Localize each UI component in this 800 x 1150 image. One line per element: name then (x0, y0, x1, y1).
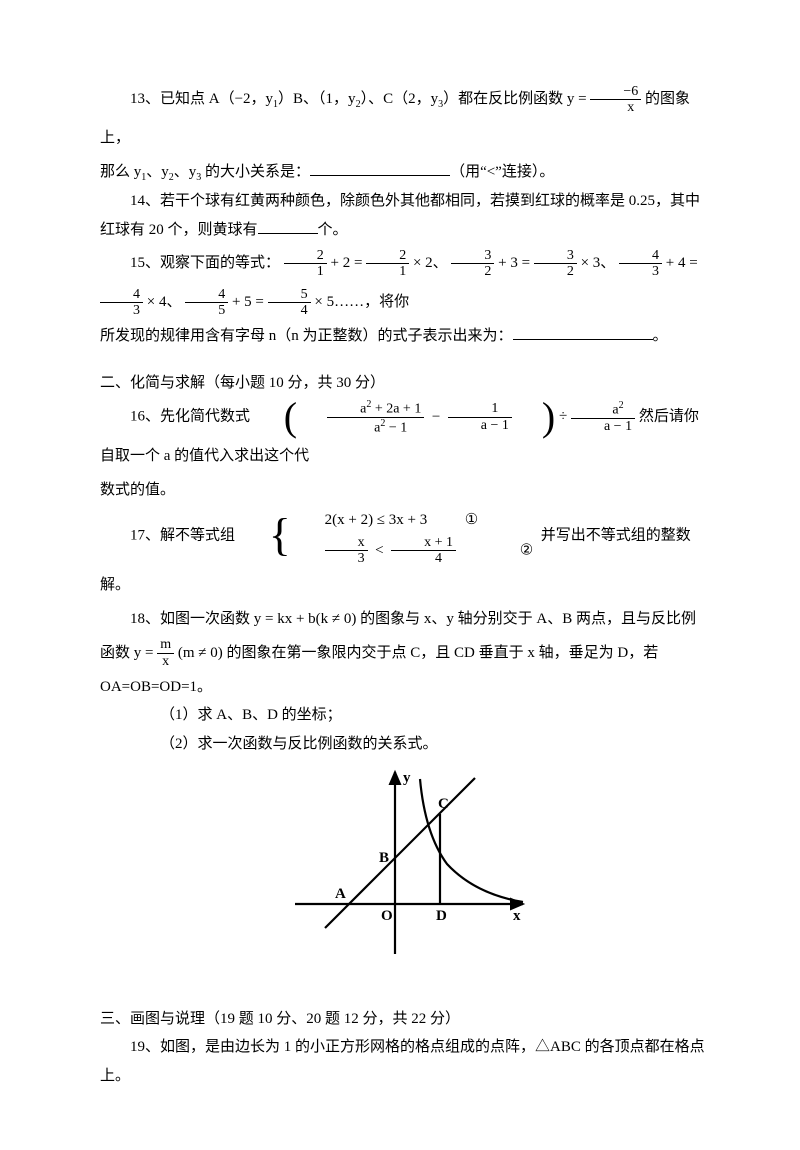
coordinate-graph: A B C D Ox y (275, 764, 535, 964)
svg-text:C: C (438, 796, 449, 812)
question-18-line3: OA=OB=OD=1。 (100, 673, 710, 702)
question-13-line2: 那么 y1、y2、y3 的大小关系是：（用“<”连接）。 (100, 158, 710, 187)
question-18: 18、如图一次函数 y = kx + b(k ≠ 0) 的图象与 x、y 轴分别… (100, 605, 710, 634)
brace-icon: { (239, 514, 291, 556)
svg-text:A: A (335, 886, 346, 902)
q15-blank (513, 324, 653, 340)
svg-text:O: O (381, 908, 393, 924)
question-15-line2: 所发现的规律用含有字母 n（n 为正整数）的式子表示出来为：。 (100, 322, 710, 351)
question-16-line2: 数式的值。 (100, 476, 710, 505)
svg-text:B: B (379, 850, 389, 866)
question-14: 14、若干个球有红黄两种颜色，除颜色外其他都相同，若摸到红球的概率是 0.25，… (100, 187, 710, 244)
question-18-sub2: （2）求一次函数与反比例函数的关系式。 (100, 730, 710, 759)
question-18-line2: 函数 y = mx (m ≠ 0) 的图象在第一象限内交于点 C，且 CD 垂直… (100, 634, 710, 673)
q13-text: 13、已知点 A（−2，y (130, 91, 273, 107)
q18-graph: A B C D Ox y (100, 764, 710, 975)
q14-blank (258, 218, 318, 234)
question-17: 17、解不等式组 { 2(x + 2) ≤ 3x + 3 ① x3 < x + … (100, 505, 710, 606)
q13-fraction: −6x (590, 84, 641, 116)
q13-blank (310, 160, 450, 176)
svg-text:x: x (513, 908, 521, 924)
section-2-title: 二、化简与求解（每小题 10 分，共 30 分） (100, 369, 710, 398)
question-13: 13、已知点 A（−2，y1）B、（1，y2）、C（2，y3）都在反比例函数 y… (100, 80, 710, 158)
svg-text:y: y (403, 770, 411, 786)
question-15: 15、观察下面的等式： 21 + 2 = 21 × 2、 32 + 3 = 32… (100, 244, 710, 322)
q16-paren: ( a2 + 2a + 1 a2 − 1 − 1a − 1 ) (254, 397, 555, 437)
question-18-sub1: （1）求 A、B、D 的坐标； (100, 701, 710, 730)
question-19: 19、如图，是由边长为 1 的小正方形网格的格点组成的点阵，△ABC 的各顶点都… (100, 1033, 710, 1090)
section-3-title: 三、画图与说理（19 题 10 分、20 题 12 分，共 22 分） (100, 1005, 710, 1034)
svg-text:D: D (436, 908, 447, 924)
question-16: 16、先化简代数式 ( a2 + 2a + 1 a2 − 1 − 1a − 1 … (100, 397, 710, 476)
